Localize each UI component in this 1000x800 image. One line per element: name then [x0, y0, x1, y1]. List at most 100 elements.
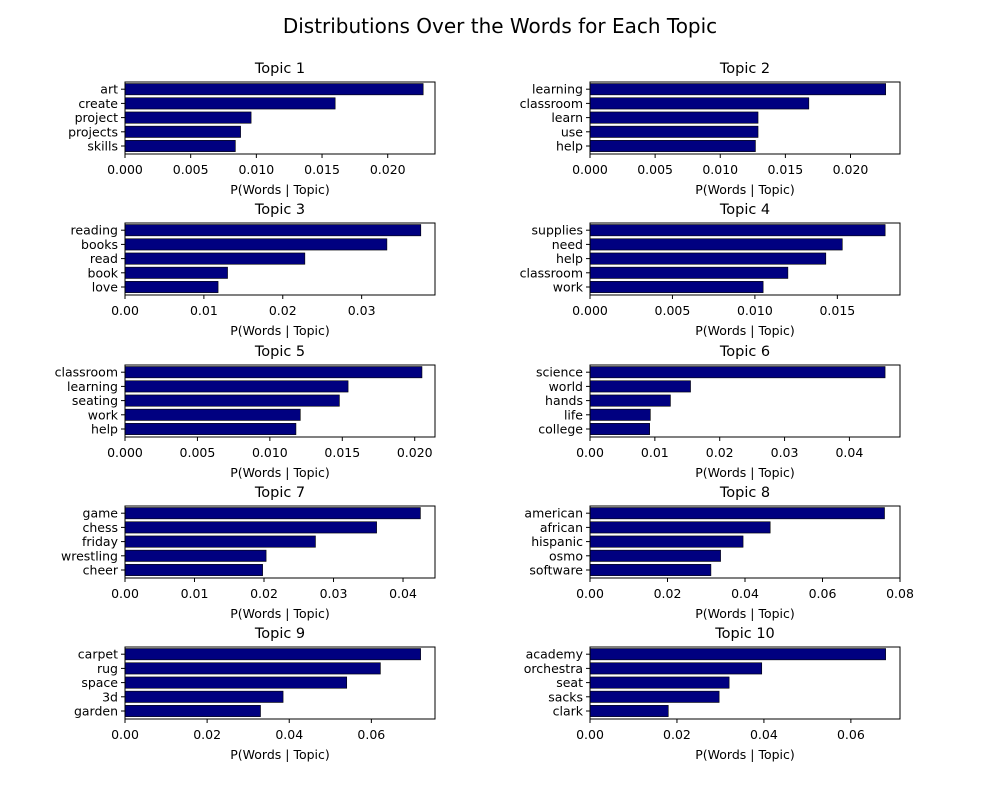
axes-frame	[589, 81, 901, 155]
panel-title: Topic 1	[254, 61, 305, 77]
category-label: seating	[72, 393, 118, 408]
bar	[589, 648, 886, 661]
bar	[589, 97, 810, 110]
x-tick-label: 0.000	[572, 162, 608, 177]
category-label: game	[83, 506, 119, 521]
category-label: help	[556, 251, 583, 266]
x-tick-label: 0.02	[706, 445, 734, 460]
category-label: love	[92, 280, 119, 295]
x-tick-label: 0.00	[576, 586, 604, 601]
x-tick-label: 0.06	[357, 727, 385, 742]
x-tick-label: 0.01	[190, 303, 218, 318]
axes-frame	[124, 364, 436, 438]
category-label: classroom	[55, 365, 118, 380]
axes-frame	[589, 222, 901, 296]
x-tick-label: 0.005	[173, 162, 209, 177]
category-label: book	[88, 265, 119, 280]
x-tick-label: 0.02	[269, 303, 297, 318]
x-tick-label: 0.010	[238, 162, 274, 177]
x-tick-label: 0.04	[750, 727, 778, 742]
x-tick-label: 0.010	[252, 445, 288, 460]
x-tick-label: 0.020	[397, 445, 433, 460]
category-label: life	[564, 407, 583, 422]
axes-frame	[124, 81, 436, 155]
x-tick-label: 0.04	[835, 445, 863, 460]
x-tick-label: 0.000	[107, 445, 143, 460]
panel-title: Topic 5	[254, 344, 305, 360]
bar	[589, 705, 669, 717]
category-label: books	[81, 237, 118, 252]
x-tick-label: 0.015	[324, 445, 360, 460]
category-label: academy	[526, 647, 584, 662]
bar	[124, 408, 301, 421]
x-tick-label: 0.03	[348, 303, 376, 318]
bar	[589, 408, 651, 421]
bar	[589, 281, 764, 293]
x-tick-label: 0.02	[250, 586, 278, 601]
x-axis-label: P(Words | Topic)	[230, 465, 330, 480]
topic-panel: Topic 8 americanafricanhispanicosmosoftwa…	[524, 485, 914, 621]
bar	[589, 83, 886, 96]
bar	[124, 238, 388, 251]
axes-frame	[124, 646, 436, 720]
x-tick-label: 0.020	[833, 162, 869, 177]
category-label: hands	[545, 393, 583, 408]
bar	[124, 380, 349, 393]
x-tick-label: 0.02	[193, 727, 221, 742]
bar	[589, 521, 771, 534]
category-label: software	[529, 563, 583, 578]
x-tick-label: 0.015	[767, 162, 803, 177]
bar	[589, 394, 671, 407]
bar	[589, 140, 756, 152]
category-label: friday	[82, 534, 119, 549]
x-tick-label: 0.00	[111, 727, 139, 742]
bar	[124, 83, 424, 96]
axes-frame	[124, 505, 436, 579]
category-label: osmo	[549, 548, 583, 563]
bar	[124, 281, 219, 293]
category-label: supplies	[532, 223, 583, 238]
category-label: use	[561, 124, 583, 139]
bar	[124, 97, 336, 110]
bar	[589, 238, 843, 251]
category-label: hispanic	[531, 534, 583, 549]
x-axis-label: P(Words | Topic)	[230, 323, 330, 338]
x-tick-label: 0.015	[304, 162, 340, 177]
category-label: skills	[87, 139, 118, 154]
category-label: carpet	[78, 647, 118, 662]
bar	[124, 366, 423, 379]
bar	[589, 266, 789, 279]
bar	[124, 676, 348, 689]
bar	[124, 549, 267, 562]
bar	[124, 394, 340, 407]
bar	[124, 224, 422, 237]
x-tick-label: 0.015	[819, 303, 855, 318]
x-tick-label: 0.00	[111, 303, 139, 318]
x-tick-label: 0.005	[180, 445, 216, 460]
bar	[124, 252, 306, 265]
category-label: american	[524, 506, 583, 521]
x-axis-label: P(Words | Topic)	[695, 182, 795, 197]
bar	[589, 111, 759, 124]
category-label: learn	[551, 110, 583, 125]
bar	[124, 125, 241, 138]
bar	[589, 380, 691, 393]
bar	[589, 676, 730, 689]
x-tick-label: 0.00	[576, 445, 604, 460]
x-tick-label: 0.00	[576, 727, 604, 742]
category-label: create	[78, 96, 118, 111]
bar	[589, 507, 885, 520]
x-axis-label: P(Words | Topic)	[695, 606, 795, 621]
category-label: learning	[67, 379, 118, 394]
category-label: space	[81, 675, 118, 690]
panel-title: Topic 8	[719, 485, 770, 501]
bar	[589, 564, 712, 576]
panel-title: Topic 9	[254, 626, 305, 642]
x-axis-label: P(Words | Topic)	[695, 747, 795, 762]
x-tick-label: 0.02	[654, 586, 682, 601]
panel-title: Topic 4	[719, 202, 770, 218]
